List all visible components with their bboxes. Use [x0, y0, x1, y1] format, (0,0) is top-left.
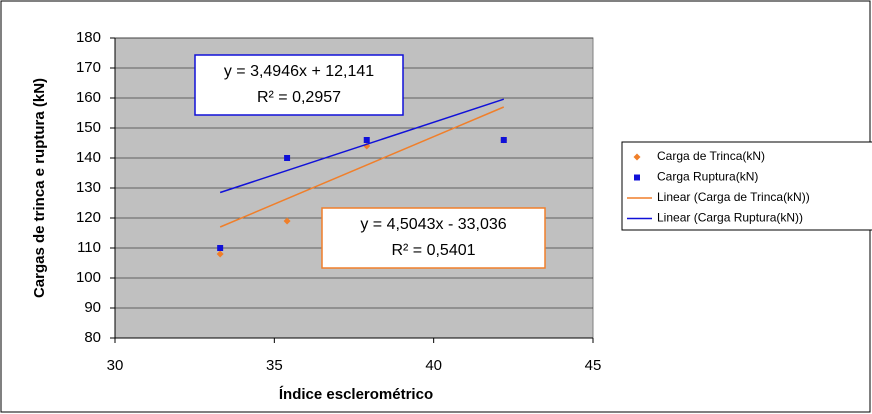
- legend-swatch: [633, 153, 641, 161]
- y-tick-label: 180: [76, 29, 101, 46]
- trend-line: [219, 106, 505, 228]
- y-tick-label: 140: [76, 149, 101, 166]
- trend-line: [219, 98, 505, 194]
- x-tick-label: 35: [266, 357, 283, 374]
- legend-swatch: [634, 174, 640, 181]
- marker: [217, 245, 224, 251]
- x-tick-label: 45: [585, 357, 602, 374]
- y-tick-label: 80: [84, 329, 101, 346]
- annotation-box: [321, 207, 546, 269]
- y-tick-label: 160: [76, 89, 101, 106]
- legend-label: Carga de Trinca(kN): [657, 149, 765, 163]
- y-tick-label: 110: [77, 239, 101, 256]
- x-tick-label: 30: [107, 357, 124, 374]
- marker: [283, 217, 291, 225]
- y-axis-title: Cargas de trinca e ruptura (kN): [31, 78, 48, 298]
- y-tick-label: 130: [76, 179, 101, 196]
- annotation-equation: y = 3,4946x + 12,141: [224, 63, 374, 80]
- marker: [363, 137, 370, 143]
- y-tick-label: 100: [76, 269, 101, 286]
- marker: [284, 155, 291, 161]
- y-tick-label: 90: [84, 299, 101, 316]
- y-tick-label: 170: [76, 59, 101, 76]
- annotation-equation: y = 4,5043x - 33,036: [360, 216, 506, 233]
- annotation-r2: R² = 0,5401: [391, 242, 475, 259]
- y-tick-label: 120: [76, 209, 101, 226]
- x-axis-title: Índice esclerométrico: [279, 386, 433, 403]
- y-tick-label: 150: [76, 119, 101, 136]
- annotation-box: [194, 54, 404, 116]
- legend-label: Linear (Carga de Trinca(kN)): [657, 190, 810, 204]
- legend-label: Carga Ruptura(kN): [657, 170, 758, 184]
- x-tick-label: 40: [425, 357, 442, 374]
- marker: [500, 137, 507, 143]
- legend: [621, 141, 872, 231]
- legend-label: Linear (Carga Ruptura(kN)): [657, 211, 803, 225]
- marker: [216, 250, 224, 258]
- annotation-r2: R² = 0,2957: [257, 89, 341, 106]
